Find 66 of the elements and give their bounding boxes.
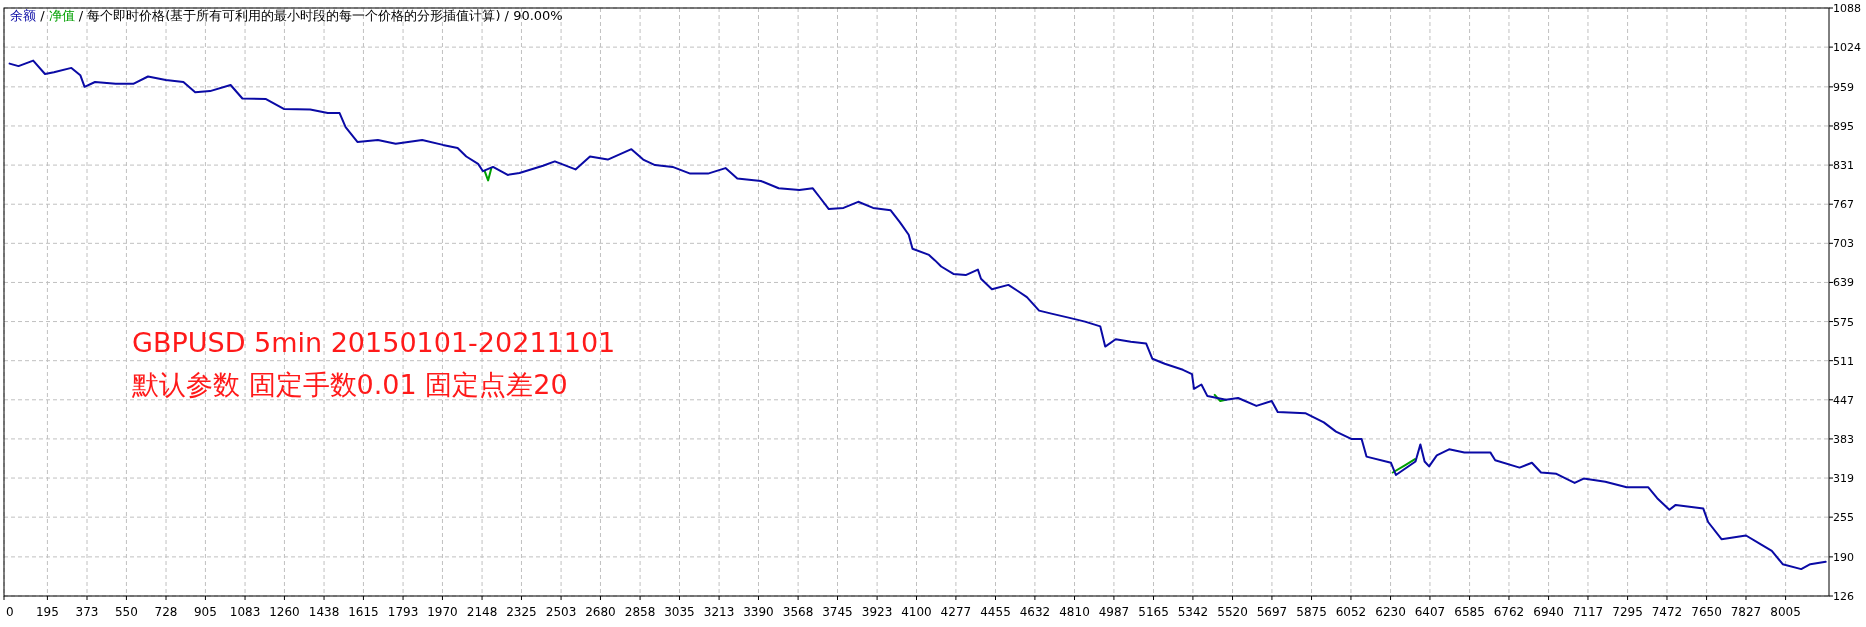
x-tick-label: 6762: [1493, 605, 1525, 619]
x-tick-label: 4455: [980, 605, 1011, 619]
x-tick-label: 1083: [229, 605, 261, 619]
x-tick-label: 8005: [1770, 605, 1801, 619]
x-tick-label: 3390: [743, 605, 774, 619]
x-tick-label: 1438: [308, 605, 340, 619]
x-tick-label: 7472: [1651, 605, 1683, 619]
x-tick-label: 7650: [1691, 605, 1722, 619]
x-tick-label: 6585: [1454, 605, 1485, 619]
x-tick-label: 2858: [624, 605, 656, 619]
y-tick-label: 1024: [1833, 41, 1861, 55]
y-tick-label: 703: [1833, 237, 1854, 251]
x-tick-label: 5697: [1256, 605, 1288, 619]
x-tick-label: 2503: [545, 605, 577, 619]
x-tick-label: 3923: [861, 605, 893, 619]
annotation: GBPUSD 5min 20150101-20211101: [132, 327, 616, 358]
y-tick-label: 767: [1833, 198, 1854, 212]
y-tick-label: 190: [1833, 550, 1854, 564]
x-tick-label: 6940: [1533, 605, 1564, 619]
y-tick-label: 639: [1833, 276, 1854, 290]
x-tick-label: 7117: [1572, 605, 1604, 619]
line-series: [8, 59, 1827, 571]
y-tick-label: 895: [1833, 119, 1854, 133]
x-tick-label: 3745: [822, 605, 853, 619]
x-tick-label: 195: [35, 605, 59, 619]
x-tick-label: 6230: [1375, 605, 1406, 619]
x-tick-label: 1615: [348, 605, 379, 619]
x-tick-label: 7827: [1730, 605, 1762, 619]
x-tick-label: 5342: [1177, 605, 1209, 619]
x-tick-label: 550: [114, 605, 138, 619]
x-tick-label: 5165: [1138, 605, 1169, 619]
chart-title: 余额 / 净值 / 每个即时价格(基于所有可利用的最小时段的每一个价格的分形插值计算) / 90.00%: [10, 8, 563, 23]
x-tick-label: 3213: [703, 605, 735, 619]
y-tick-label: 511: [1833, 354, 1854, 368]
x-tick-label: 6052: [1335, 605, 1367, 619]
x-tick-label: 373: [75, 605, 99, 619]
y-tick-label: 831: [1833, 159, 1854, 173]
x-tick-label: 5520: [1217, 605, 1248, 619]
x-tick-label: 1970: [427, 605, 458, 619]
x-tick-label: 2148: [466, 605, 498, 619]
x-tick-label: 3568: [782, 605, 814, 619]
x-tick-label: 4810: [1059, 605, 1090, 619]
x-tick-label: 2325: [506, 605, 537, 619]
x-tick-label: 4987: [1098, 605, 1130, 619]
x-tick-label: 3035: [664, 605, 695, 619]
y-tick-label: 383: [1833, 432, 1854, 446]
x-tick-label: 1260: [269, 605, 300, 619]
x-tick-label: 2680: [585, 605, 616, 619]
x-tick-label: 6407: [1414, 605, 1446, 619]
y-tick-label: 319: [1833, 472, 1854, 486]
y-tick-label: 255: [1833, 511, 1854, 525]
y-tick-label: 447: [1833, 393, 1854, 407]
x-tick-label: 4100: [901, 605, 932, 619]
y-tick-label: 575: [1833, 315, 1854, 329]
x-tick-label: 4632: [1019, 605, 1051, 619]
annotation: 默认参数 固定手数0.01 固定点差20: [131, 369, 568, 400]
y-tick-label: 1088: [1833, 2, 1861, 15]
x-tick-label: 728: [154, 605, 178, 619]
x-tick-label: 1793: [387, 605, 419, 619]
x-tick-label: 905: [193, 605, 217, 619]
x-tick-label: 4277: [940, 605, 972, 619]
x-tick-label: 5875: [1296, 605, 1327, 619]
y-tick-label: 959: [1833, 80, 1854, 94]
x-tick-label: 7295: [1612, 605, 1643, 619]
x-tick-label: 0: [6, 605, 14, 619]
y-tick-label: 126: [1833, 590, 1854, 603]
